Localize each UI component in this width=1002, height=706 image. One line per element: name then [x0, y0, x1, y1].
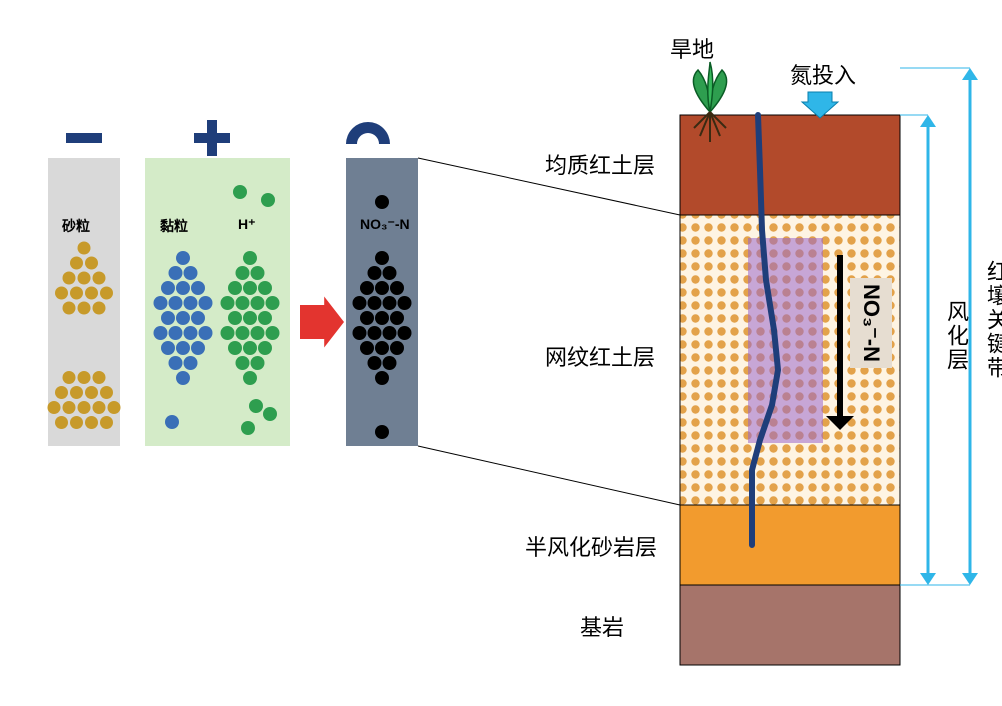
minus-icon	[66, 133, 102, 143]
horseshoe-icon	[346, 122, 390, 144]
no3-panel-label: NO₃⁻-N	[360, 216, 410, 233]
sand-label: 砂粒	[62, 216, 90, 236]
layer-semiweathered	[680, 505, 900, 585]
layer-homogeneous	[680, 115, 900, 215]
n-input-label: 氮投入	[790, 58, 856, 90]
layer-bedrock	[680, 585, 900, 665]
layer-label-bedrock: 基岩	[580, 610, 624, 642]
layer-label-plinthite: 网纹红土层	[545, 340, 655, 372]
no3-profile-badge: NO₃⁻-N	[850, 278, 892, 368]
layer-label-semiweathered: 半风化砂岩层	[525, 530, 657, 562]
no3-highlight-zone	[748, 238, 823, 443]
layer-label-homogeneous: 均质红土层	[545, 148, 655, 180]
bracket-label-critical: 红壤关键带	[980, 260, 1002, 380]
clay-label: 黏粒	[160, 216, 188, 236]
hplus-label: H⁺	[238, 216, 256, 233]
connector-line-1	[418, 446, 680, 505]
bracket-label-weathering: 风化层	[940, 300, 972, 372]
red-arrow-icon	[300, 297, 344, 348]
plant-label: 旱地	[670, 32, 714, 64]
n-input-arrow-icon	[802, 92, 838, 118]
